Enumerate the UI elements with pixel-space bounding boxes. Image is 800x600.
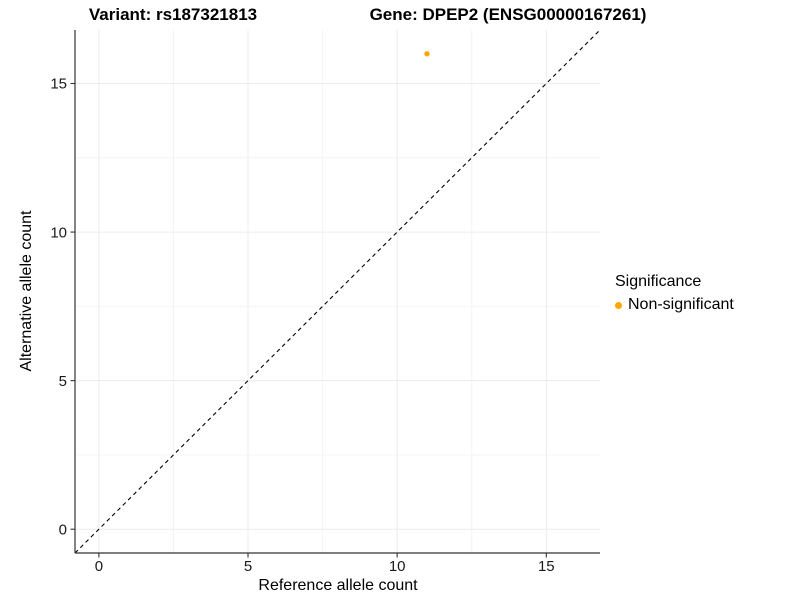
x-tick-label: 5 bbox=[244, 558, 252, 575]
legend-item: Non-significant bbox=[615, 296, 734, 314]
legend: Significance Non-significant bbox=[615, 273, 734, 314]
legend-item-label: Non-significant bbox=[628, 296, 734, 313]
x-tick-label: 15 bbox=[538, 558, 555, 575]
x-tick-label: 10 bbox=[389, 558, 406, 575]
y-tick-label: 5 bbox=[59, 373, 67, 390]
legend-title: Significance bbox=[615, 273, 702, 290]
x-tick-label: 0 bbox=[95, 558, 103, 575]
y-tick-label: 10 bbox=[50, 224, 67, 241]
x-axis-title: Reference allele count bbox=[258, 577, 418, 594]
data-point bbox=[424, 51, 430, 57]
plot-title-gene: Gene: DPEP2 (ENSG00000167261) bbox=[369, 5, 647, 24]
identity-dashed-line bbox=[74, 29, 601, 554]
plot-title-variant: Variant: rs187321813 bbox=[88, 5, 258, 24]
legend-dot-icon bbox=[615, 301, 622, 309]
legend-items: Non-significant bbox=[615, 296, 734, 314]
y-tick-label: 0 bbox=[59, 521, 67, 538]
y-tick-label: 15 bbox=[50, 76, 67, 93]
y-axis-title: Alternative allele count bbox=[18, 210, 35, 372]
